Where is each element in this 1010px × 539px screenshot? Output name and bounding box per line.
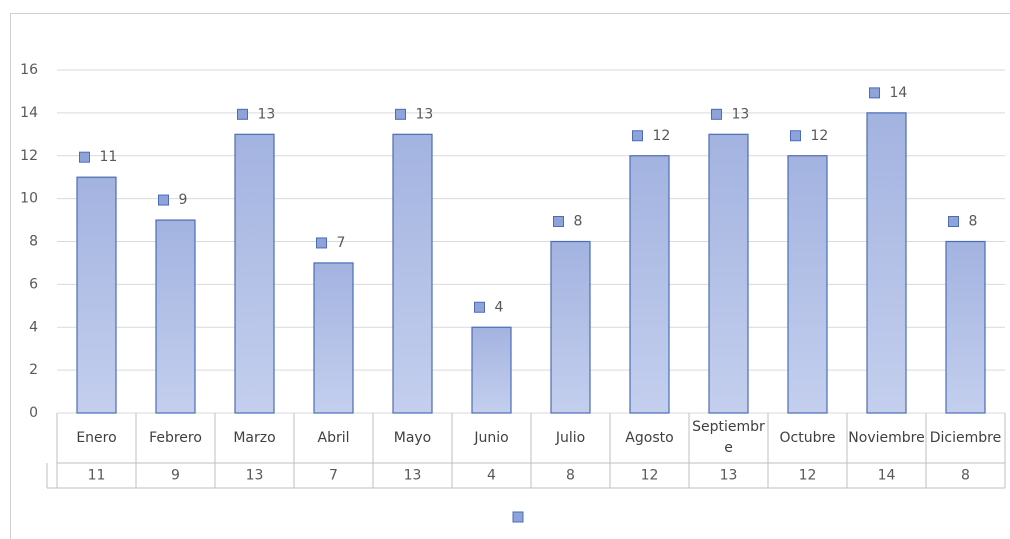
data-label-key (316, 237, 327, 249)
x-tick-label: Junio (474, 429, 509, 446)
y-tick-label: 4 (29, 319, 38, 335)
bar (234, 133, 275, 414)
y-tick-label: 10 (20, 191, 38, 207)
bar (945, 240, 986, 414)
table-value: 12 (641, 468, 659, 484)
data-label-key (395, 108, 406, 120)
table-value: 9 (171, 468, 180, 484)
x-tick-label-box: Agosto (625, 429, 674, 446)
data-label-key (474, 301, 485, 313)
data-label: 4 (495, 299, 504, 315)
data-label: 14 (890, 85, 908, 101)
x-tick-label: Abril (317, 429, 350, 446)
data-label-key (79, 151, 90, 163)
bar (787, 155, 828, 414)
table-value: 14 (878, 468, 896, 484)
data-label: 9 (179, 192, 188, 208)
bar (550, 240, 591, 414)
x-tick-label: Febrero (149, 429, 202, 446)
x-tick-label-box: Enero (76, 429, 117, 446)
bar (471, 326, 512, 414)
table-value: 8 (961, 468, 970, 484)
x-tick-label-box: Octubre (779, 429, 836, 446)
x-tick-label: Enero (76, 429, 117, 446)
y-tick-label: 14 (20, 105, 38, 121)
data-label: 12 (653, 128, 671, 144)
data-label-key (711, 108, 722, 120)
x-tick-label: Marzo (233, 429, 276, 446)
table-value: 8 (566, 468, 575, 484)
x-tick-label-box: Febrero (149, 429, 202, 446)
data-label-key (632, 130, 643, 142)
bar (392, 133, 433, 414)
y-tick-label: 6 (29, 276, 38, 292)
bar (76, 176, 117, 414)
data-label-key (790, 130, 801, 142)
data-label: 8 (574, 214, 583, 230)
data-label-key (158, 194, 169, 206)
data-label: 13 (416, 106, 434, 122)
x-tick-label-box: Septiembre (692, 419, 765, 456)
data-label: 13 (258, 106, 276, 122)
y-tick-label: 8 (29, 234, 38, 250)
x-tick-label: Octubre (779, 429, 836, 446)
data-label-key (869, 87, 880, 99)
table-value: 4 (487, 468, 496, 484)
table-value: 13 (720, 468, 738, 484)
legend-key (512, 511, 524, 523)
x-tick-label-box: Marzo (233, 429, 276, 446)
x-tick-label-box: Mayo (393, 429, 432, 446)
table-value: 13 (404, 468, 422, 484)
bar (313, 262, 354, 414)
x-tick-label: Mayo (393, 429, 432, 446)
data-label: 11 (100, 149, 118, 165)
x-tick-label-box: Julio (555, 429, 586, 446)
y-tick-label: 12 (20, 148, 38, 164)
x-tick-label: Diciembre (929, 429, 1002, 446)
chart-frame (10, 13, 1010, 539)
x-tick-label-box: Junio (474, 429, 509, 446)
x-tick-label-box: Abril (317, 429, 350, 446)
x-tick-label-box: Noviembre (848, 429, 925, 446)
data-label: 8 (969, 214, 978, 230)
x-tick-label: Noviembre (848, 429, 925, 446)
x-tick-label: Septiembre (692, 419, 765, 456)
x-tick-label-box: Diciembre (929, 429, 1002, 446)
y-tick-label: 0 (29, 405, 38, 421)
data-label: 12 (811, 128, 829, 144)
bar (708, 133, 749, 414)
bar (866, 112, 907, 414)
table-value: 11 (88, 468, 106, 484)
data-label: 13 (732, 106, 750, 122)
data-label-key (553, 216, 564, 227)
data-label-key (237, 108, 248, 120)
data-label-key (948, 216, 959, 227)
table-value: 12 (799, 468, 817, 484)
data-label: 7 (337, 235, 346, 251)
x-tick-label: Agosto (625, 429, 674, 446)
y-tick-label: 16 (20, 62, 38, 78)
bar (155, 219, 196, 414)
y-tick-label: 2 (29, 362, 38, 378)
x-tick-label: Julio (555, 429, 586, 446)
table-value: 7 (329, 468, 338, 484)
table-value: 13 (246, 468, 264, 484)
bar (629, 155, 670, 414)
